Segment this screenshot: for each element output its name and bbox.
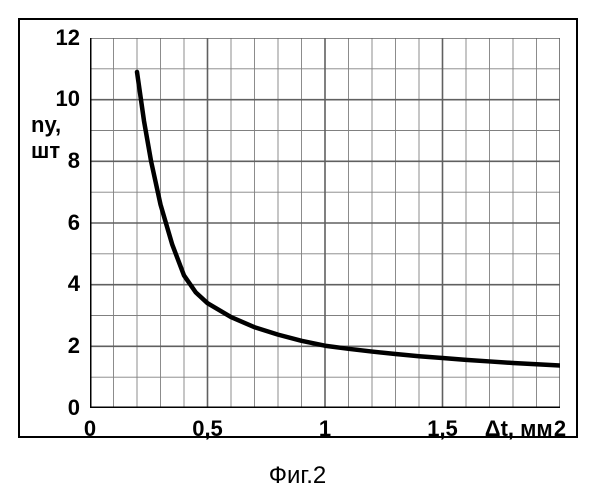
y-tick-label: 12 <box>56 25 80 51</box>
y-tick-label: 8 <box>68 148 80 174</box>
y-tick-label: 6 <box>68 210 80 236</box>
y-tick-label: 10 <box>56 86 80 112</box>
x-axis-label: Δt, мм <box>485 416 553 442</box>
plot-area <box>90 38 560 408</box>
x-tick-label: 2 <box>554 416 566 442</box>
y-axis-label-line1: nу, <box>31 112 61 137</box>
y-tick-label: 4 <box>68 271 80 297</box>
x-tick-label: 0 <box>84 416 96 442</box>
y-axis-label-line2: шт <box>31 138 60 163</box>
y-axis-label: nу, шт <box>31 112 61 165</box>
x-tick-label: 1,5 <box>427 416 458 442</box>
y-tick-label: 2 <box>68 333 80 359</box>
figure-caption: Фиг.2 <box>0 462 595 490</box>
x-tick-label: 0,5 <box>192 416 223 442</box>
y-tick-label: 0 <box>68 395 80 421</box>
chart-svg <box>90 38 560 408</box>
x-tick-label: 1 <box>319 416 331 442</box>
